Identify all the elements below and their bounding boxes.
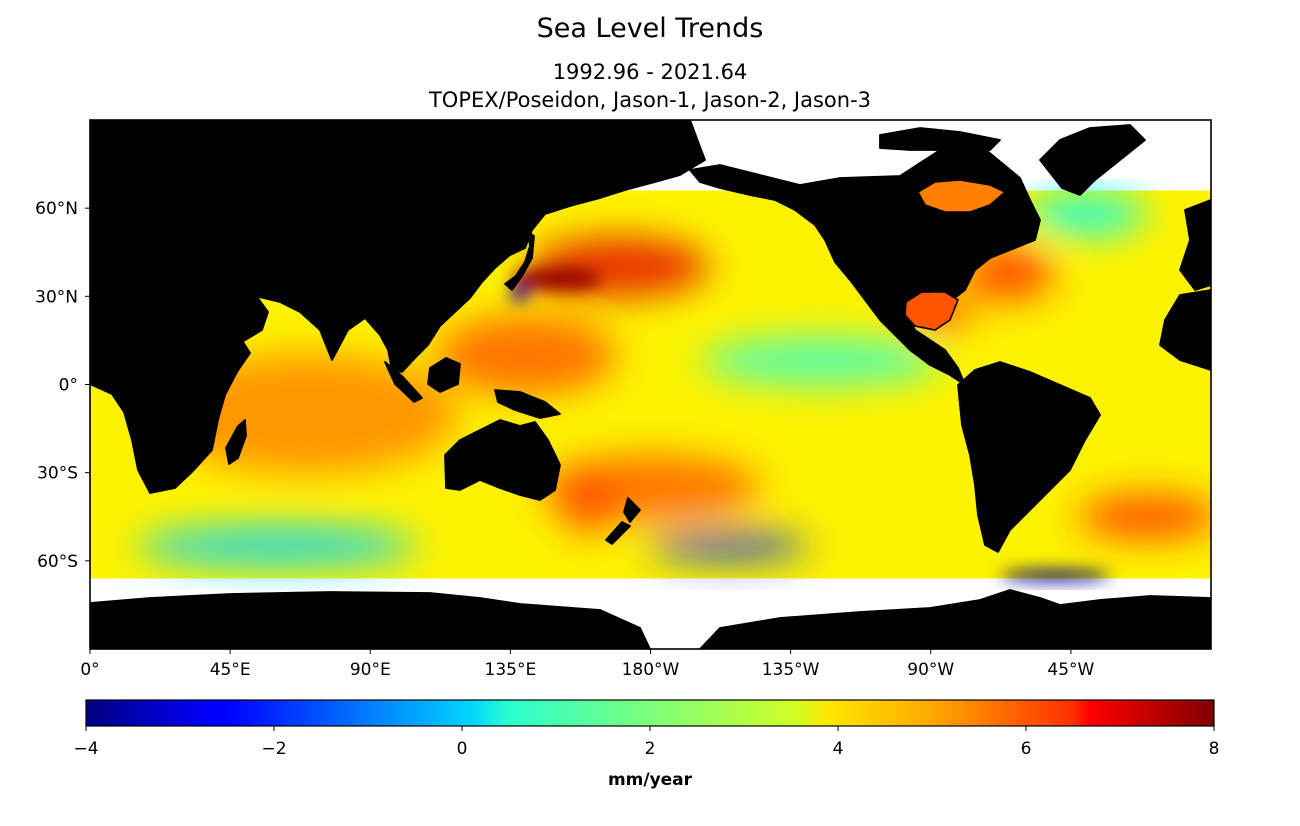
- madagascar-land: [225, 419, 247, 465]
- antarctica-land: [90, 591, 651, 649]
- latitude-tick-label: 30°S: [37, 464, 78, 484]
- colorbar-tick-label: 0: [457, 739, 468, 759]
- longitude-tick-label: 90°W: [907, 660, 954, 680]
- west-africa-edge-land: [1159, 289, 1211, 371]
- colorbar-tick-label: −2: [261, 739, 286, 759]
- trend-region-southern-ocean-indian: [136, 524, 417, 569]
- colorbar-tick-label: 6: [1021, 739, 1032, 759]
- new-zealand-land: [623, 497, 641, 523]
- new-zealand-south-land: [605, 521, 631, 545]
- gulf-of-mexico-sea: [904, 291, 959, 331]
- latitude-tick-label: 0°: [59, 376, 78, 396]
- borneo-land: [427, 357, 461, 393]
- longitude-tick-label: 135°E: [485, 660, 537, 680]
- colorbar-tick-label: 2: [645, 739, 656, 759]
- longitude-tick-label: 180°W: [622, 660, 680, 680]
- trend-region-west-pacific-tropics: [435, 315, 616, 396]
- colorbar-tick-label: 4: [833, 739, 844, 759]
- trend-region-japan-south-coast: [509, 285, 530, 302]
- australia-land: [444, 419, 561, 501]
- arctic-islands-land: [879, 127, 1001, 151]
- latitude-tick-label: 60°N: [35, 199, 78, 219]
- latitude-axis: 60°N 30°N 0° 30°S 60°S: [35, 199, 90, 572]
- colorbar: [85, 699, 1215, 727]
- antarctica-east-land: [699, 589, 1211, 649]
- trend-region-south-atlantic-east: [1078, 494, 1211, 539]
- trend-region-southern-ocean-pacific: [648, 532, 809, 561]
- longitude-tick-label: 0°: [80, 660, 99, 680]
- trend-region-north-atlantic-subpolar: [1026, 192, 1147, 237]
- europe-west-edge-land: [1179, 199, 1211, 291]
- greenland-land: [1039, 124, 1146, 196]
- latitude-tick-label: 60°S: [37, 552, 78, 572]
- land-masses: [90, 120, 1211, 649]
- south-america-land: [957, 361, 1101, 553]
- arabian-peninsula-land: [199, 277, 269, 343]
- colorbar-tick-label: 8: [1209, 739, 1220, 759]
- longitude-tick-label: 135°W: [762, 660, 820, 680]
- trend-anomalies-local: [509, 266, 1111, 582]
- longitude-tick-label: 45°W: [1047, 660, 1094, 680]
- credit-label: University of Colorado 2021_rel2: [101, 622, 378, 640]
- new-guinea-land: [494, 389, 561, 419]
- trend-region-east-pacific-equatorial: [701, 336, 942, 385]
- colorbar-unit-label: mm/year: [608, 770, 693, 790]
- colorbar-ticks: −4 −2 0 2 4 6 8: [73, 726, 1219, 759]
- trend-region-south-pacific-mid: [540, 455, 761, 520]
- longitude-tick-label: 45°E: [210, 660, 251, 680]
- trend-region-kuroshio-extension: [512, 266, 603, 291]
- longitude-tick-label: 90°E: [350, 660, 391, 680]
- chart-title: Sea Level Trends: [536, 13, 764, 44]
- japan-land: [504, 231, 535, 291]
- chart-subtitle-period: 1992.96 - 2021.64: [552, 60, 748, 84]
- inland-seas: [904, 179, 1007, 331]
- sumatra-land: [384, 361, 423, 403]
- chart-subtitle-missions: TOPEX/Poseidon, Jason-1, Jason-2, Jason-…: [428, 88, 872, 112]
- longitude-axis: 0° 45°E 90°E 135°E 180°W 135°W 90°W 45°W: [80, 649, 1095, 680]
- latitude-tick-label: 30°N: [35, 287, 78, 307]
- trend-region-weddell-sea-edge: [1000, 569, 1111, 582]
- hudson-bay-sea: [916, 179, 1007, 213]
- colorbar-tick-label: −4: [73, 739, 98, 759]
